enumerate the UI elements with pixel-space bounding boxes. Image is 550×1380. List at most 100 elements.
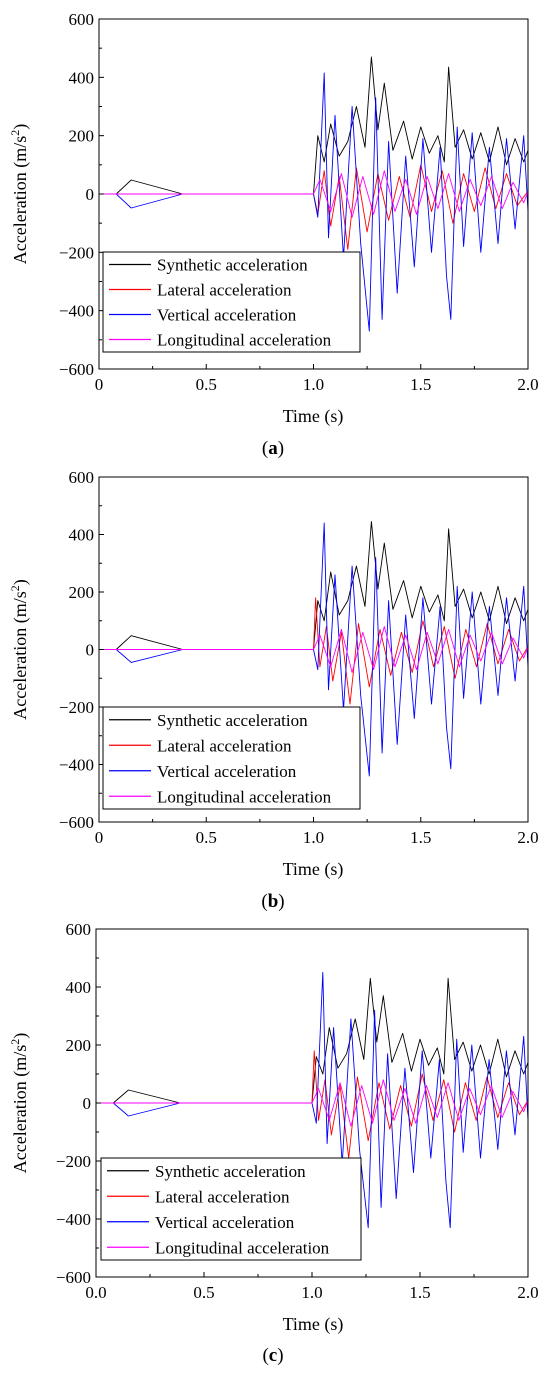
legend-label-3: Vertical acceleration	[157, 306, 297, 325]
x-tick-label: 1.5	[409, 1283, 430, 1302]
legend-label-3: Vertical acceleration	[157, 762, 297, 781]
y-axis-label-close: )	[10, 124, 31, 130]
y-tick-label: −400	[59, 302, 94, 321]
panel-caption-close: )	[277, 1345, 283, 1366]
panel-caption-close: )	[278, 891, 284, 912]
x-tick-label: 1.0	[303, 828, 324, 847]
y-tick-label: 600	[66, 920, 92, 939]
x-tick-label: 0.5	[196, 828, 217, 847]
y-tick-label: 200	[69, 127, 95, 146]
y-axis-label-close: )	[10, 579, 31, 585]
panel-caption-open: (	[262, 1345, 268, 1366]
series-line-4	[99, 170, 528, 218]
panel-caption: (c)	[262, 1345, 283, 1366]
y-axis-label: Acceleration (m/s2)	[8, 579, 31, 719]
y-axis-label-superscript: 2	[8, 585, 22, 591]
x-tick-label: 2.0	[517, 1283, 538, 1302]
panel-caption-open: (	[261, 891, 267, 912]
y-tick-label: −600	[59, 813, 94, 832]
y-tick-label: −200	[56, 1152, 91, 1171]
x-axis-label: Time (s)	[283, 406, 344, 427]
x-tick-label: 0	[95, 375, 104, 394]
chart-panel-c: −600 −400 −200 0 200 400 600 0.0 0.5 1.0 1.5 2.0 Tim…	[8, 920, 539, 1366]
y-tick-label: −400	[56, 1210, 91, 1229]
y-axis-label: Acceleration (m/s2)	[8, 124, 31, 264]
y-tick-label: −600	[56, 1268, 91, 1287]
x-tick-label: 0.5	[196, 375, 217, 394]
series-line-3	[99, 72, 528, 332]
y-tick-label: 400	[66, 978, 92, 997]
y-tick-label: 0	[86, 641, 95, 660]
legend-label-1: Synthetic acceleration	[155, 1162, 306, 1181]
y-tick-label: 400	[69, 526, 95, 545]
x-tick-label: 1.5	[410, 375, 431, 394]
x-tick-label: 2.0	[517, 375, 538, 394]
y-axis-label-main: Acceleration (m/s	[10, 1045, 31, 1173]
chart-panel-a: −600 −400 −200 0 200 400 600 0 0.5 1.0 1.5 2.0 Time …	[8, 10, 539, 459]
legend-label-2: Lateral acceleration	[155, 1187, 290, 1206]
x-axis-label: Time (s)	[283, 859, 344, 880]
legend-label-4: Longitudinal acceleration	[157, 331, 332, 350]
legend-label-2: Lateral acceleration	[157, 281, 292, 300]
series-line-2	[99, 597, 528, 705]
y-tick-label: 200	[69, 583, 95, 602]
y-tick-label: 0	[83, 1094, 92, 1113]
series-line-2	[99, 164, 528, 250]
y-axis-label: Acceleration (m/s2)	[8, 1033, 31, 1173]
x-tick-label: 1.0	[303, 375, 324, 394]
y-tick-label: 600	[69, 468, 95, 487]
legend-box	[102, 706, 361, 810]
x-tick-label: 1.0	[301, 1283, 322, 1302]
y-axis-label-close: )	[10, 1033, 31, 1039]
series-group	[99, 56, 528, 332]
x-tick-label: 0.0	[85, 1283, 106, 1302]
series-line-1	[99, 56, 528, 195]
legend: Synthetic acceleration Lateral accelerati…	[102, 706, 361, 810]
legend: Synthetic acceleration Lateral accelerati…	[102, 251, 361, 353]
legend-label-2: Lateral acceleration	[157, 736, 292, 755]
legend-box	[102, 251, 361, 353]
y-tick-label: −400	[59, 756, 94, 775]
series-line-1	[99, 521, 528, 650]
x-tick-label: 0.5	[193, 1283, 214, 1302]
y-tick-label: 200	[66, 1036, 92, 1055]
y-tick-label: 0	[86, 185, 95, 204]
y-axis-label-main: Acceleration (m/s	[10, 591, 31, 719]
chart-panel-b: −600 −400 −200 0 200 400 600 0 0.5 1.0 1.5 2.0 Time …	[8, 468, 539, 912]
series-line-1	[96, 977, 528, 1104]
x-axis-label: Time (s)	[283, 1314, 344, 1335]
panel-caption-close: )	[278, 438, 284, 459]
legend-label-1: Synthetic acceleration	[157, 711, 308, 730]
series-group	[96, 972, 528, 1229]
legend: Synthetic acceleration Lateral accelerati…	[100, 1157, 362, 1261]
legend-label-4: Longitudinal acceleration	[155, 1238, 330, 1257]
y-tick-label: −200	[59, 243, 94, 262]
legend-label-1: Synthetic acceleration	[157, 256, 308, 275]
panel-caption-letter: a	[268, 438, 278, 459]
series-line-2	[96, 1050, 528, 1159]
legend-label-4: Longitudinal acceleration	[157, 787, 332, 806]
x-tick-label: 1.5	[410, 828, 431, 847]
panel-caption-open: (	[262, 438, 268, 459]
x-tick-label: 2.0	[517, 828, 538, 847]
series-line-3	[99, 522, 528, 777]
y-tick-label: −200	[59, 698, 94, 717]
y-tick-label: 600	[69, 10, 95, 29]
y-tick-label: −600	[59, 360, 94, 379]
series-line-4	[96, 1079, 528, 1127]
legend-label-3: Vertical acceleration	[155, 1213, 295, 1232]
y-axis-label-superscript: 2	[8, 1039, 22, 1045]
series-line-4	[99, 626, 528, 673]
legend-box	[100, 1157, 362, 1261]
x-tick-label: 0	[95, 828, 104, 847]
series-line-3	[96, 972, 528, 1229]
y-tick-label: 400	[69, 68, 95, 87]
y-axis-label-main: Acceleration (m/s	[10, 136, 31, 264]
panel-caption-letter: b	[268, 891, 279, 912]
panel-caption: (a)	[262, 438, 284, 459]
panel-caption-letter: c	[269, 1345, 277, 1366]
panel-caption: (b)	[261, 891, 284, 912]
series-group	[99, 521, 528, 777]
y-axis-label-superscript: 2	[8, 130, 22, 136]
